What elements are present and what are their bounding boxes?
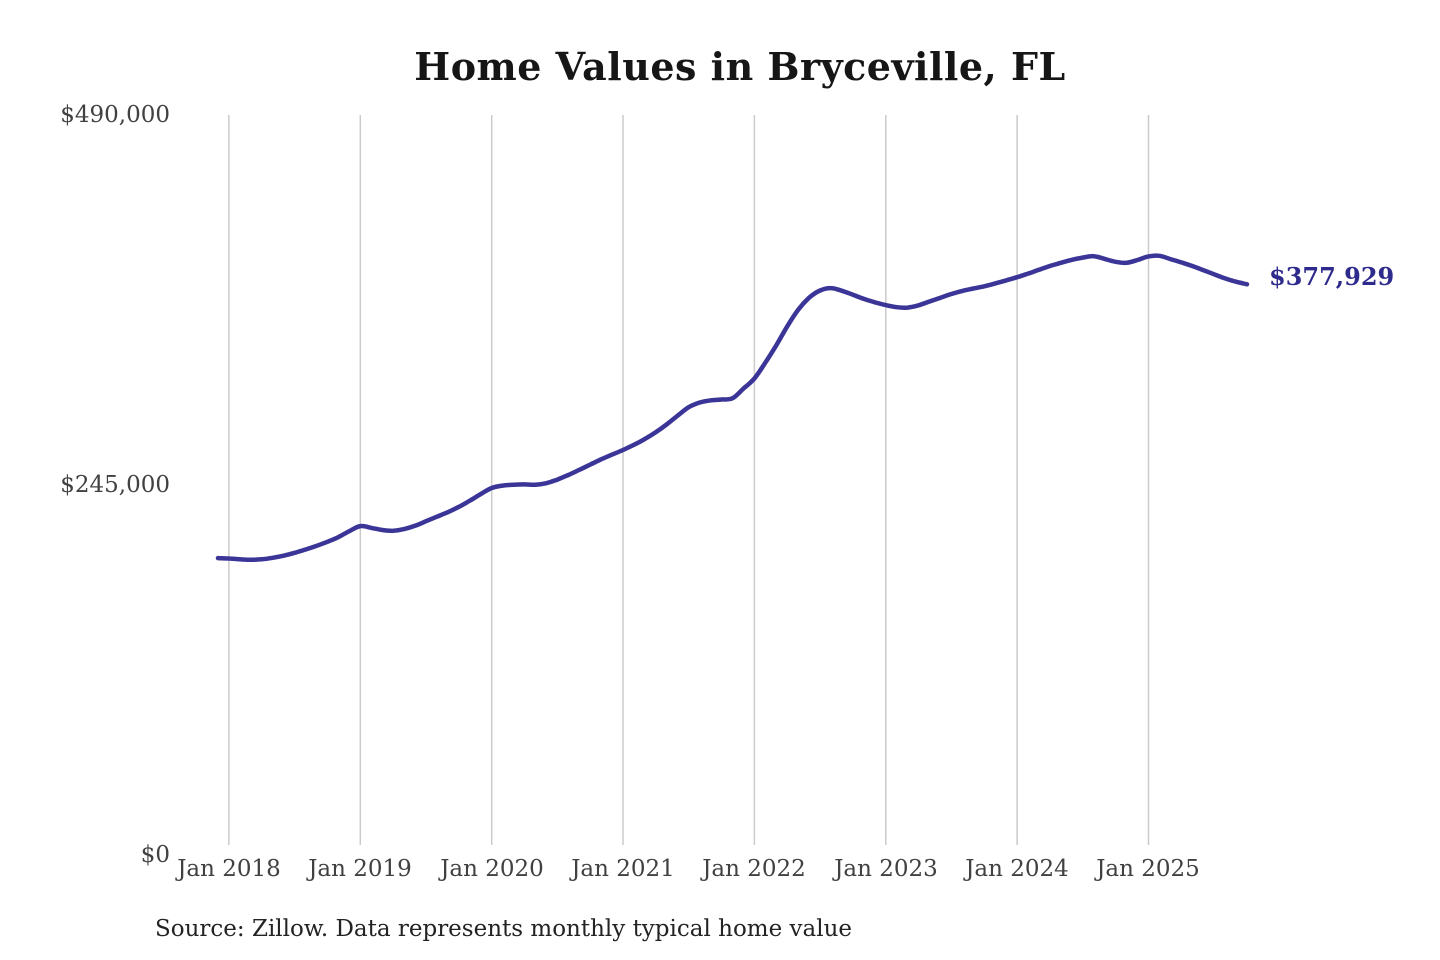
vertical-gridlines [228,115,1150,845]
y-axis-tick-label-2: $0 [140,842,170,868]
x-axis-tick-label-2025-01: Jan 2025 [1096,856,1200,882]
x-axis-tick-label-2021-01: Jan 2021 [571,856,675,882]
x-axis-tick-label-2020-01: Jan 2020 [440,856,544,882]
x-axis-tick-label-2019-01: Jan 2019 [308,856,412,882]
chart-title: Home Values in Bryceville, FL [414,44,1066,89]
latest-value-label: $377,929 [1269,262,1395,291]
x-axis-tick-label-2018-01: Jan 2018 [177,856,281,882]
x-axis-tick-label-2022-01: Jan 2022 [702,856,806,882]
y-axis-tick-label-1: $245,000 [60,472,170,498]
y-axis-tick-label-0: $490,000 [60,102,170,128]
x-axis-tick-label-2023-01: Jan 2023 [834,856,938,882]
x-axis-tick-label-2024-01: Jan 2024 [965,856,1069,882]
source-note: Source: Zillow. Data represents monthly … [155,916,853,942]
home-value-series-line [215,253,1250,563]
